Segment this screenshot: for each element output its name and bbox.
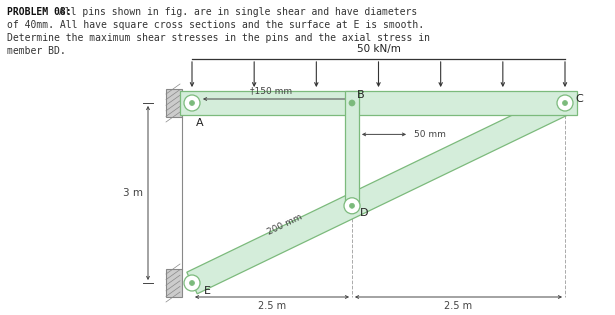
Circle shape <box>563 100 568 106</box>
Text: 3 m: 3 m <box>123 188 143 198</box>
Circle shape <box>184 275 200 291</box>
Text: †150 mm: †150 mm <box>250 86 292 95</box>
Text: Determine the maximum shear stresses in the pins and the axial stress in: Determine the maximum shear stresses in … <box>7 33 430 43</box>
Text: of 40mm. All have square cross sections and the surface at E is smooth.: of 40mm. All have square cross sections … <box>7 20 424 30</box>
Bar <box>166 269 182 297</box>
Text: 50 kN/m: 50 kN/m <box>357 44 400 54</box>
Text: 2.5 m: 2.5 m <box>445 301 472 311</box>
Circle shape <box>349 100 355 106</box>
Text: E: E <box>204 286 211 296</box>
Text: member BD.: member BD. <box>7 46 66 56</box>
Text: 2.5 m: 2.5 m <box>258 301 286 311</box>
Circle shape <box>344 198 360 214</box>
Polygon shape <box>180 91 577 115</box>
Circle shape <box>189 100 194 106</box>
Bar <box>166 89 182 117</box>
Circle shape <box>189 280 194 285</box>
Text: 50 mm: 50 mm <box>414 130 446 139</box>
Text: D: D <box>360 208 368 218</box>
Circle shape <box>557 95 573 111</box>
Text: A: A <box>196 118 204 128</box>
Circle shape <box>184 95 200 111</box>
Text: C: C <box>575 94 583 104</box>
Text: 200 mm: 200 mm <box>266 212 303 237</box>
Circle shape <box>349 203 354 208</box>
Polygon shape <box>187 92 570 294</box>
Text: All pins shown in fig. are in single shear and have diameters: All pins shown in fig. are in single she… <box>54 7 418 17</box>
Text: PROBLEM 08:: PROBLEM 08: <box>7 7 71 17</box>
Text: B: B <box>357 90 365 100</box>
Polygon shape <box>345 91 359 206</box>
